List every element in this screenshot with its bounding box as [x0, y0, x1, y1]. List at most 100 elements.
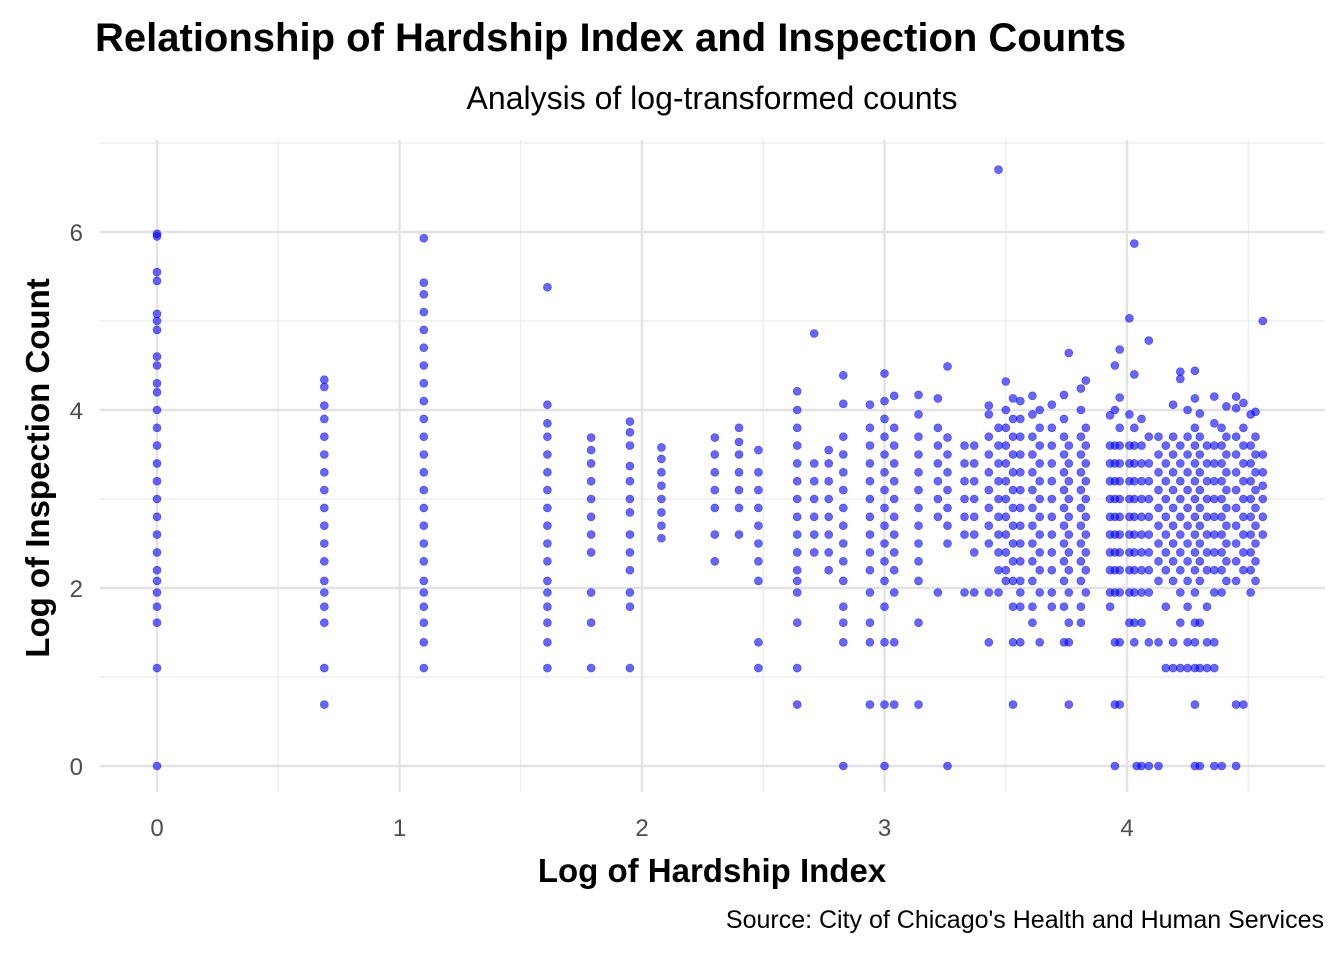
data-point — [792, 476, 802, 486]
data-point — [419, 233, 429, 243]
data-point — [809, 548, 819, 557]
data-point — [838, 761, 848, 771]
data-point — [889, 700, 899, 709]
data-point — [1190, 512, 1200, 522]
data-point — [586, 548, 596, 557]
data-point — [838, 450, 848, 459]
data-point — [994, 165, 1003, 174]
data-point — [1076, 556, 1086, 566]
data-point — [933, 394, 943, 403]
data-point — [809, 494, 819, 504]
data-point — [1190, 494, 1200, 504]
data-point — [889, 512, 899, 522]
data-point — [1231, 432, 1241, 442]
data-point — [543, 576, 552, 586]
data-point — [1115, 548, 1124, 557]
data-point — [994, 565, 1003, 575]
data-point — [1195, 503, 1205, 513]
data-point — [889, 476, 899, 486]
data-point — [1081, 376, 1091, 385]
y-tick-label: 2 — [70, 576, 83, 603]
data-point — [1130, 565, 1139, 575]
data-point — [152, 530, 162, 539]
data-point — [1239, 565, 1248, 575]
data-point — [1161, 548, 1171, 557]
grid-lines — [100, 140, 1325, 792]
data-point — [1231, 576, 1241, 586]
data-point — [792, 700, 802, 709]
x-tick-label: 2 — [635, 815, 648, 842]
data-point — [152, 565, 162, 575]
data-point — [754, 445, 763, 455]
data-point — [865, 530, 875, 539]
data-point — [1161, 476, 1171, 486]
data-point — [543, 588, 552, 597]
data-point — [1035, 476, 1044, 486]
data-point — [1195, 450, 1205, 459]
data-point — [734, 423, 744, 433]
data-point — [1144, 512, 1154, 522]
data-point — [1015, 503, 1025, 513]
data-point — [1137, 548, 1146, 557]
data-point — [824, 530, 834, 539]
data-point — [734, 437, 744, 447]
data-point — [1028, 503, 1037, 513]
data-point — [1246, 530, 1255, 539]
data-point — [1130, 618, 1139, 628]
data-point — [1217, 588, 1226, 597]
data-point — [625, 427, 635, 437]
data-point — [838, 637, 848, 647]
data-point — [1035, 588, 1044, 597]
data-point — [1258, 481, 1268, 491]
data-point — [809, 530, 819, 539]
data-point — [1076, 503, 1086, 513]
data-point — [1154, 539, 1163, 548]
data-point — [319, 485, 329, 495]
data-point — [1239, 530, 1248, 539]
data-point — [1130, 459, 1139, 468]
data-point — [1168, 432, 1178, 442]
data-point — [914, 576, 923, 586]
data-point — [586, 494, 596, 504]
data-point — [865, 588, 875, 597]
data-point — [824, 459, 834, 468]
data-point — [933, 588, 943, 597]
data-point — [734, 530, 744, 539]
data-point — [625, 663, 635, 673]
x-tick-labels: 0 1 2 3 4 — [150, 815, 1133, 842]
data-point — [1059, 432, 1069, 442]
data-point — [933, 459, 943, 468]
data-point — [1210, 512, 1219, 522]
data-point — [1008, 432, 1018, 442]
data-point — [1081, 530, 1091, 539]
data-point — [1115, 530, 1124, 539]
data-point — [152, 588, 162, 597]
data-point — [824, 548, 834, 557]
data-point — [969, 494, 979, 504]
data-point — [1130, 637, 1139, 647]
data-point — [1202, 476, 1212, 486]
data-point — [1076, 618, 1086, 628]
data-point — [1190, 423, 1200, 433]
data-point — [319, 556, 329, 566]
data-point — [1047, 512, 1057, 522]
data-point — [1217, 476, 1226, 486]
data-point — [1115, 393, 1124, 402]
data-point — [994, 476, 1003, 486]
data-point — [1028, 450, 1037, 459]
data-point — [969, 459, 979, 468]
data-point — [1195, 467, 1205, 477]
data-point — [994, 512, 1003, 522]
data-point — [1217, 512, 1226, 522]
data-point — [889, 637, 899, 647]
data-point — [1115, 345, 1124, 354]
data-point — [984, 539, 994, 548]
data-point — [1008, 700, 1018, 709]
data-point — [543, 503, 552, 513]
data-point — [419, 450, 429, 459]
data-point — [984, 410, 994, 419]
y-tick-label: 0 — [70, 754, 83, 781]
data-point — [1154, 637, 1163, 647]
data-point — [152, 761, 162, 771]
data-point — [994, 423, 1003, 433]
